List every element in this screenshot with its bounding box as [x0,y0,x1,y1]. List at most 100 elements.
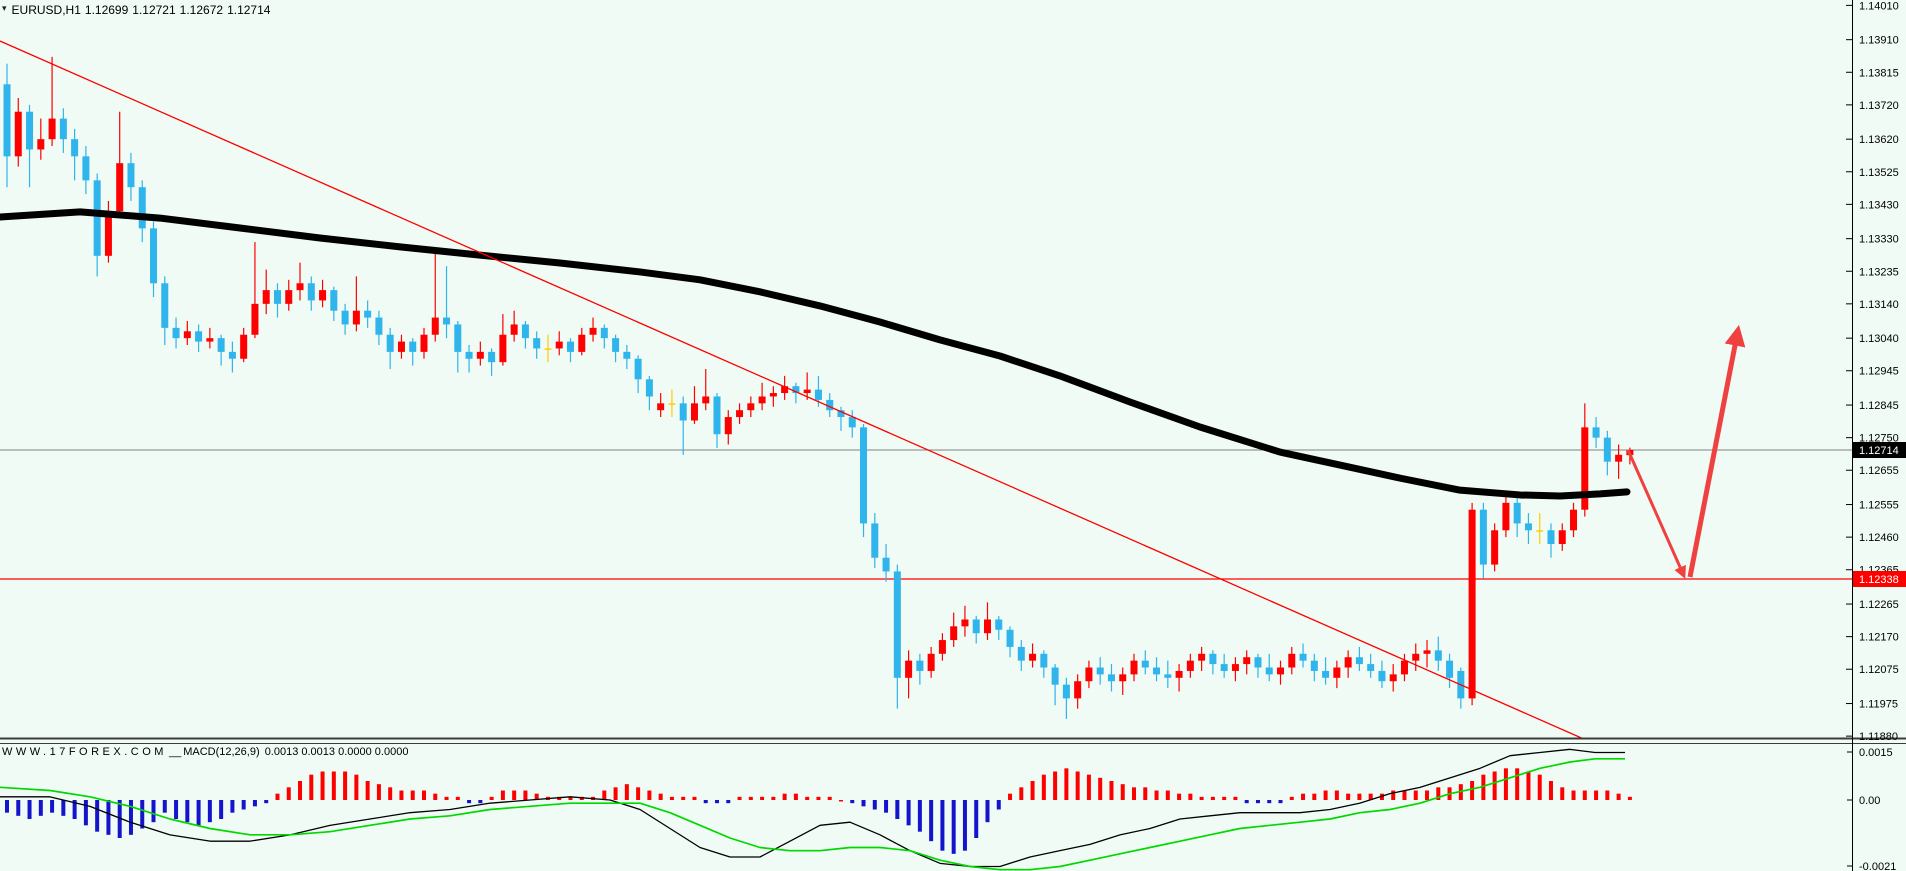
candle-body [1378,670,1386,682]
candle-body [1479,509,1487,565]
macd-histogram-bar [940,800,945,851]
candle-body [860,427,868,524]
candle-body [330,290,338,311]
macd-histogram-bar [568,796,573,800]
symbol-info-bar[interactable]: ▾ EURUSD,H1 1.12699 1.12721 1.12672 1.12714 [2,3,274,17]
candle-body [567,341,574,352]
candle-body [1570,509,1578,531]
candle-body [589,327,597,335]
price-tick-label: 1.12075 [1859,664,1899,676]
candle-body [690,403,698,421]
candle-body [1006,629,1014,647]
candle-body [476,351,484,359]
candle-body [1164,674,1172,678]
candle-body [161,283,169,328]
candle-body [927,653,935,671]
candle-body [724,417,732,435]
macd-histogram-bar [128,800,133,835]
macd-histogram-bar [320,771,325,800]
candle-body [1615,454,1623,462]
macd-histogram-bar [1030,780,1035,800]
macd-histogram-bar [219,800,224,820]
macd-histogram-bar [861,800,866,807]
candle-body [1209,653,1217,665]
macd-histogram-bar [1267,800,1272,804]
macd-histogram-bar [83,800,88,826]
macd-histogram-bar [1199,796,1204,800]
candle-body [341,310,349,325]
macd-histogram-bar [737,796,742,800]
macd-indicator-label: WWW.17FOREX.COM __ MACD(12,26,9) 0.0013 0.… [2,746,410,758]
main-pane-lines [0,449,1852,580]
price-tick-label: 1.11975 [1859,699,1898,711]
macd-histogram-bar [1582,790,1587,800]
macd-histogram-bar [1537,774,1542,800]
pane-divider[interactable] [0,737,1906,744]
macd-histogram-bar [1492,771,1497,800]
macd-histogram-bar [410,790,415,800]
price-tick-label: 1.12655 [1859,465,1899,477]
candle-body [240,334,248,359]
candle-body [736,410,744,418]
candle-body [1513,502,1521,524]
candle-body [938,640,946,654]
macd-histogram-bar [884,800,889,813]
macd-histogram-bar [1481,774,1486,800]
macd-histogram-bar [1548,780,1553,800]
candle-body [172,327,180,339]
price-tick-label: 1.12555 [1859,500,1899,512]
macd-histogram-bar [207,800,212,823]
macd-histogram-bar [1098,777,1103,800]
macd-histogram-bar [748,796,753,800]
candle-body [307,283,315,301]
macd-histogram-bar [1560,787,1565,800]
macd-histogram-bar [658,793,663,800]
macd-histogram-bar [1402,790,1407,800]
candle-body [1355,657,1363,665]
chart-objects [0,40,1746,741]
macd-histogram-bar [1210,796,1215,800]
candle-body [386,334,394,352]
candle-body [352,310,360,325]
candle-body [454,324,462,352]
candle-body [273,290,281,304]
macd-histogram-bar [365,780,370,800]
candle-body [1389,674,1397,682]
chart-dropdown-icon[interactable]: ▾ [2,3,7,13]
macd-histogram-bar [1154,790,1159,800]
candle-body [71,139,79,157]
candle-body [781,386,789,394]
candle-body [1592,427,1600,438]
candle-body [995,619,1003,630]
macd-histogram-bar [1165,790,1170,800]
candle-body [82,156,90,181]
candle-body [961,619,969,627]
macd-histogram-bar [151,800,156,823]
candle-body [1220,664,1228,671]
candle-body [1085,667,1093,682]
macd-histogram-bar [962,800,967,851]
candle-body [555,341,563,349]
candle-body [1468,509,1476,699]
candle-body [206,338,214,342]
macd-tick-label: 0.00 [1859,795,1880,807]
projection-up-arrow [1687,324,1746,578]
price-tick-label: 1.12845 [1859,400,1899,412]
candle-body [1231,664,1239,671]
macd-values-label: 0.0013 0.0013 0.0000 0.0000 [264,746,409,758]
candle-body [837,410,845,418]
candle-body [1288,653,1296,668]
macd-histogram-bar [703,800,708,804]
macd-histogram-bar [1222,796,1227,800]
macd-histogram-bar [38,800,43,816]
candle-body [1446,660,1454,678]
macd-histogram-bar [1312,793,1317,800]
macd-histogram-bar [196,800,201,826]
candle-body [409,341,417,352]
candle-body [1603,437,1611,462]
macd-histogram-bar [1278,800,1283,804]
candle-body [533,338,541,349]
level-price-badge-text: 1.12338 [1859,574,1899,586]
price-axis[interactable]: 1.14010 1.13910 1.13815 1.13720 1.13620 1.135… [1846,0,1906,871]
